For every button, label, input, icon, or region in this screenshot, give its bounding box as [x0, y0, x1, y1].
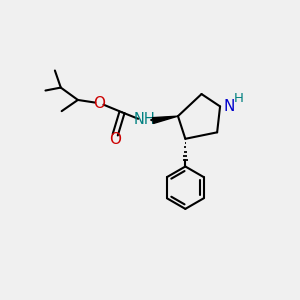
Polygon shape [152, 116, 178, 124]
Text: O: O [93, 96, 105, 111]
Text: NH: NH [134, 112, 156, 128]
Text: N: N [224, 99, 235, 114]
Text: H: H [233, 92, 243, 105]
Text: O: O [109, 132, 121, 147]
